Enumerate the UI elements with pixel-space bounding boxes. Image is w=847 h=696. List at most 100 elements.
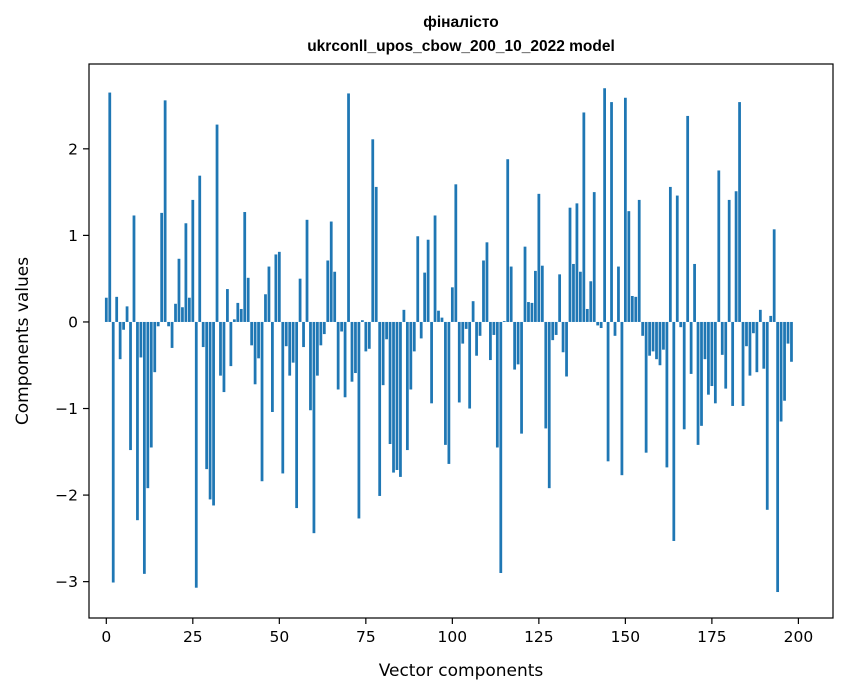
bar [132, 215, 136, 322]
bar [305, 219, 309, 322]
bar [589, 281, 593, 322]
bar [499, 321, 503, 573]
x-tick-label: 150 [611, 628, 641, 646]
y-tick-label: −2 [55, 487, 78, 505]
bar [226, 289, 229, 322]
bar [710, 321, 714, 387]
bar [136, 321, 139, 521]
bar [430, 321, 433, 404]
bar [540, 265, 544, 322]
bar [630, 295, 634, 322]
bar [599, 321, 603, 329]
bar [641, 321, 645, 336]
bar [748, 321, 752, 376]
bar [319, 321, 323, 346]
bar [637, 199, 641, 322]
bars-group [104, 88, 793, 593]
bar [544, 321, 548, 429]
bar [426, 239, 430, 322]
bar [201, 321, 205, 348]
bar [561, 321, 565, 353]
y-tick-label: −3 [55, 573, 78, 591]
y-axis-ticks: −3 −2 −1 0 1 2 [55, 140, 89, 591]
bar [579, 271, 582, 322]
bar [665, 321, 669, 468]
bar [464, 321, 468, 329]
bar [392, 321, 395, 473]
bar [530, 302, 534, 322]
y-tick-label: 2 [68, 140, 78, 158]
bar [433, 215, 437, 322]
bar [357, 321, 361, 519]
bar [129, 321, 132, 451]
bar [572, 263, 575, 322]
bar [565, 321, 568, 377]
bar [765, 321, 769, 510]
bar [277, 251, 281, 322]
bar [347, 93, 350, 322]
bar [720, 321, 724, 355]
bar [412, 321, 416, 352]
x-tick-label: 0 [101, 628, 111, 646]
bar [693, 263, 696, 322]
bar [115, 296, 119, 322]
bar [264, 294, 267, 322]
bar [219, 321, 222, 376]
bar [520, 321, 523, 434]
bar [738, 102, 741, 322]
bar [191, 199, 195, 322]
y-axis-label: Components values [13, 257, 33, 425]
bar [554, 321, 558, 335]
bar [212, 321, 215, 506]
bar [208, 321, 212, 500]
bar [506, 159, 510, 322]
bar [222, 321, 226, 393]
bar [298, 278, 302, 322]
bar [509, 266, 513, 322]
bar [170, 321, 174, 348]
y-tick-label: −1 [55, 400, 78, 418]
bar [454, 184, 458, 322]
bar [762, 321, 766, 369]
bar [288, 321, 292, 376]
bar [696, 321, 700, 445]
bar [741, 321, 745, 406]
bar [679, 321, 683, 328]
bar [471, 301, 475, 322]
bar [457, 321, 461, 403]
bar [142, 321, 146, 574]
bar [475, 321, 478, 356]
bar [686, 115, 690, 322]
bar [478, 321, 482, 336]
bar [146, 321, 150, 489]
bar [322, 321, 326, 335]
x-tick-label: 75 [356, 628, 376, 646]
bar [568, 207, 572, 322]
bar [675, 195, 679, 322]
bar [302, 321, 305, 348]
bar [547, 321, 551, 489]
bar [603, 88, 606, 322]
bar [246, 277, 250, 322]
bar [243, 212, 247, 322]
bar [253, 321, 257, 385]
bar [551, 321, 555, 341]
bar [627, 211, 631, 322]
bar [682, 321, 686, 430]
bar [163, 100, 167, 322]
bar [326, 260, 330, 322]
bar [534, 270, 537, 322]
bar [610, 102, 613, 322]
bar [644, 321, 648, 453]
bar [776, 321, 780, 593]
bar [617, 266, 620, 322]
bar [717, 170, 721, 322]
x-axis-ticks: 0 25 50 75 100 125 150 175 200 [101, 618, 813, 646]
bar [160, 212, 164, 322]
bar [416, 236, 420, 322]
bar [354, 321, 357, 374]
bar [786, 321, 790, 344]
bar [444, 321, 447, 445]
bar [340, 321, 343, 332]
